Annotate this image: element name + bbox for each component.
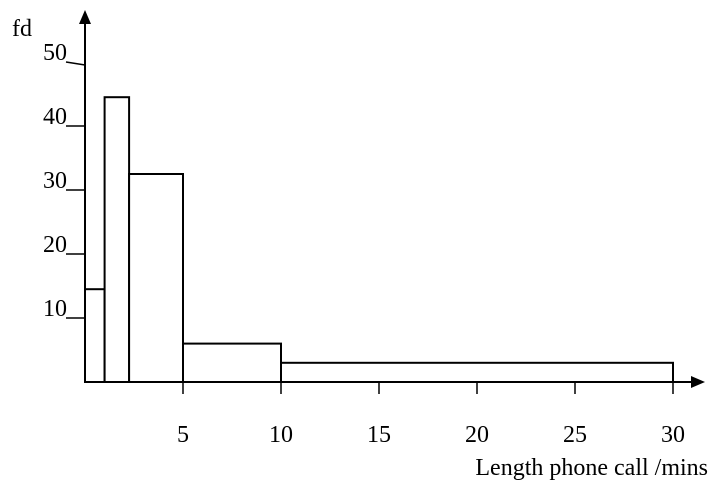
x-tick-label: 25: [563, 422, 587, 448]
y-tick-label: 40: [43, 104, 67, 130]
x-tick-label: 20: [465, 422, 489, 448]
y-axis-arrow: [79, 10, 91, 24]
x-tick-label: 15: [367, 422, 391, 448]
x-axis-label: Length phone call /mins: [475, 455, 708, 480]
y-ticks-group: 10 20 30 40 50: [43, 40, 86, 322]
x-tick-label: 10: [269, 422, 293, 448]
histogram-bar-3: [128, 173, 185, 383]
y-tick-mark: [65, 61, 86, 66]
histogram-bar-4: [182, 342, 282, 384]
y-tick-label: 10: [43, 296, 67, 322]
histogram-bar-5: [280, 361, 674, 383]
x-axis-arrow: [691, 376, 705, 388]
bars-group: [84, 96, 674, 384]
x-ticks-group: 5 10 15 20 25 30: [177, 382, 685, 448]
y-tick-label: 20: [43, 232, 67, 258]
y-axis-label: fd: [12, 16, 32, 42]
y-tick-label: 50: [43, 40, 67, 66]
y-tick-label: 30: [43, 168, 67, 194]
histogram-bar-2: [103, 96, 131, 383]
histogram-bar-1: [84, 288, 106, 384]
axes-group: [79, 10, 705, 388]
x-tick-label: 30: [661, 422, 685, 448]
x-tick-label: 5: [177, 422, 189, 448]
